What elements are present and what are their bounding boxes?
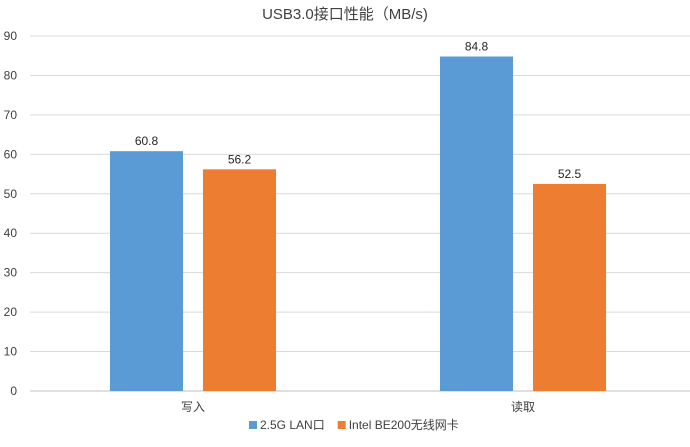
y-tick-label: 80 [4, 68, 18, 82]
y-tick-label: 20 [4, 305, 18, 319]
chart-title: USB3.0接口性能（MB/s) [262, 6, 428, 23]
y-tick-label: 10 [4, 345, 18, 359]
legend-label: 2.5G LAN口 [260, 418, 325, 432]
bars [110, 56, 606, 392]
data-label: 52.5 [558, 167, 582, 181]
y-tick-label: 70 [4, 108, 18, 122]
legend-swatch [249, 421, 257, 429]
x-axis: 写入 读取 [181, 400, 535, 414]
data-label: 84.8 [465, 40, 489, 54]
y-tick-label: 40 [4, 226, 18, 240]
y-axis: 0 10 20 30 40 50 60 70 80 90 [4, 29, 18, 398]
y-tick-label: 30 [4, 266, 18, 280]
bar [203, 169, 276, 391]
x-category-label: 读取 [511, 400, 535, 414]
bar [533, 183, 606, 391]
data-label: 60.8 [135, 134, 159, 148]
bar [110, 151, 183, 391]
legend: 2.5G LAN口 Intel BE200无线网卡 [249, 418, 459, 432]
legend-label: Intel BE200无线网卡 [349, 418, 459, 432]
y-tick-label: 50 [4, 187, 18, 201]
data-labels: 60.8 56.2 84.8 52.5 [135, 40, 582, 181]
data-label: 56.2 [228, 152, 252, 166]
bar [440, 56, 513, 392]
x-category-label: 写入 [181, 400, 205, 414]
legend-swatch [337, 421, 346, 429]
y-tick-label: 90 [4, 29, 18, 43]
y-tick-label: 60 [4, 147, 18, 161]
y-tick-label: 0 [10, 384, 17, 398]
